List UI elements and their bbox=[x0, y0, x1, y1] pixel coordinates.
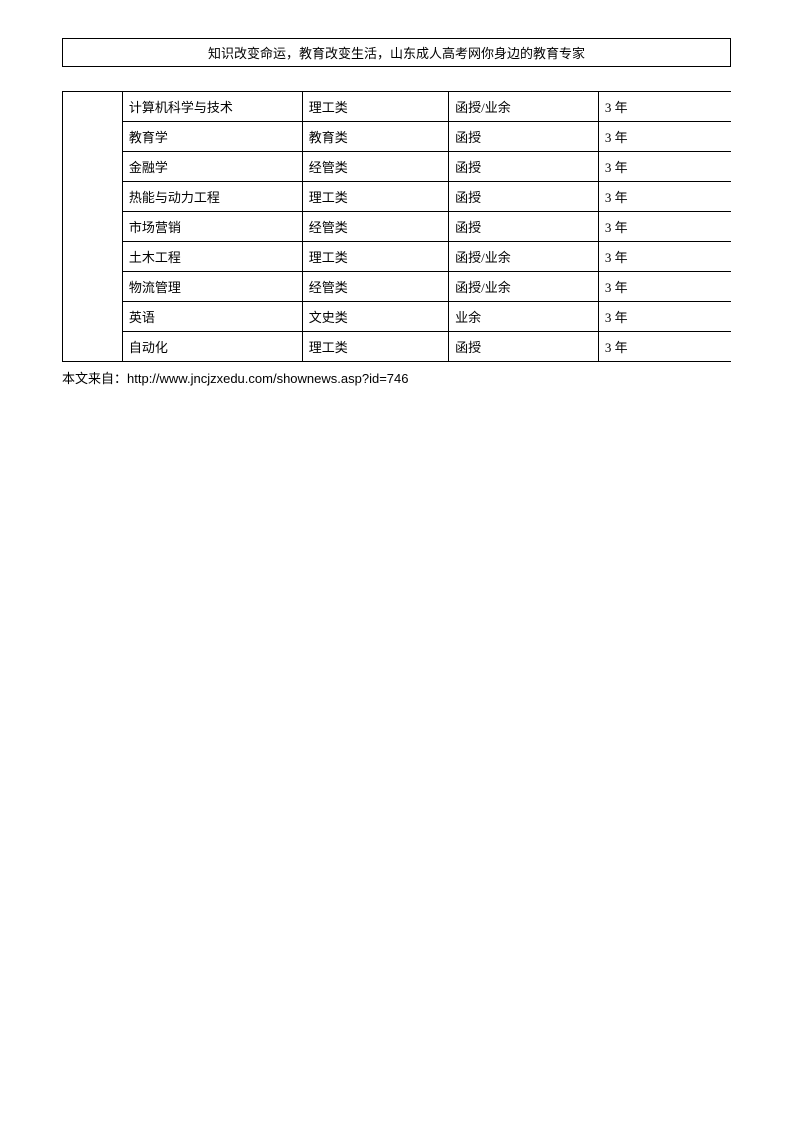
cell-mode: 函授/业余 bbox=[449, 272, 599, 302]
programs-table: 计算机科学与技术 理工类 函授/业余 3 年 教育学 教育类 函授 3 年 金融… bbox=[62, 91, 731, 362]
cell-duration: 3 年 bbox=[598, 242, 731, 272]
cell-major: 计算机科学与技术 bbox=[122, 92, 302, 122]
source-label: 本文来自： bbox=[62, 371, 127, 386]
cell-duration: 3 年 bbox=[598, 272, 731, 302]
cell-mode: 函授/业余 bbox=[449, 242, 599, 272]
cell-major: 土木工程 bbox=[122, 242, 302, 272]
cell-duration: 3 年 bbox=[598, 182, 731, 212]
table-row: 金融学 经管类 函授 3 年 bbox=[63, 152, 732, 182]
table-row: 计算机科学与技术 理工类 函授/业余 3 年 bbox=[63, 92, 732, 122]
cell-category: 理工类 bbox=[302, 332, 448, 362]
cell-category: 理工类 bbox=[302, 182, 448, 212]
cell-major: 金融学 bbox=[122, 152, 302, 182]
cell-mode: 业余 bbox=[449, 302, 599, 332]
cell-duration: 3 年 bbox=[598, 152, 731, 182]
page-header-banner: 知识改变命运，教育改变生活，山东成人高考网你身边的教育专家 bbox=[62, 38, 731, 67]
cell-mode: 函授 bbox=[449, 122, 599, 152]
table-blank-cell bbox=[63, 92, 123, 362]
header-text: 知识改变命运，教育改变生活，山东成人高考网你身边的教育专家 bbox=[208, 46, 585, 61]
cell-mode: 函授 bbox=[449, 212, 599, 242]
table-row: 教育学 教育类 函授 3 年 bbox=[63, 122, 732, 152]
source-line: 本文来自：http://www.jncjzxedu.com/shownews.a… bbox=[62, 368, 731, 387]
cell-duration: 3 年 bbox=[598, 122, 731, 152]
cell-category: 理工类 bbox=[302, 92, 448, 122]
cell-category: 文史类 bbox=[302, 302, 448, 332]
cell-category: 理工类 bbox=[302, 242, 448, 272]
table-row: 热能与动力工程 理工类 函授 3 年 bbox=[63, 182, 732, 212]
cell-category: 教育类 bbox=[302, 122, 448, 152]
table-row: 土木工程 理工类 函授/业余 3 年 bbox=[63, 242, 732, 272]
cell-mode: 函授 bbox=[449, 152, 599, 182]
cell-major: 英语 bbox=[122, 302, 302, 332]
table-row: 市场营销 经管类 函授 3 年 bbox=[63, 212, 732, 242]
cell-mode: 函授 bbox=[449, 182, 599, 212]
cell-duration: 3 年 bbox=[598, 332, 731, 362]
cell-mode: 函授 bbox=[449, 332, 599, 362]
cell-major: 市场营销 bbox=[122, 212, 302, 242]
table-row: 物流管理 经管类 函授/业余 3 年 bbox=[63, 272, 732, 302]
cell-duration: 3 年 bbox=[598, 302, 731, 332]
source-url: http://www.jncjzxedu.com/shownews.asp?id… bbox=[127, 371, 408, 386]
cell-duration: 3 年 bbox=[598, 92, 731, 122]
cell-major: 教育学 bbox=[122, 122, 302, 152]
table-row: 自动化 理工类 函授 3 年 bbox=[63, 332, 732, 362]
cell-category: 经管类 bbox=[302, 272, 448, 302]
table-row: 英语 文史类 业余 3 年 bbox=[63, 302, 732, 332]
cell-major: 热能与动力工程 bbox=[122, 182, 302, 212]
cell-category: 经管类 bbox=[302, 212, 448, 242]
cell-duration: 3 年 bbox=[598, 212, 731, 242]
cell-mode: 函授/业余 bbox=[449, 92, 599, 122]
cell-major: 自动化 bbox=[122, 332, 302, 362]
cell-major: 物流管理 bbox=[122, 272, 302, 302]
cell-category: 经管类 bbox=[302, 152, 448, 182]
